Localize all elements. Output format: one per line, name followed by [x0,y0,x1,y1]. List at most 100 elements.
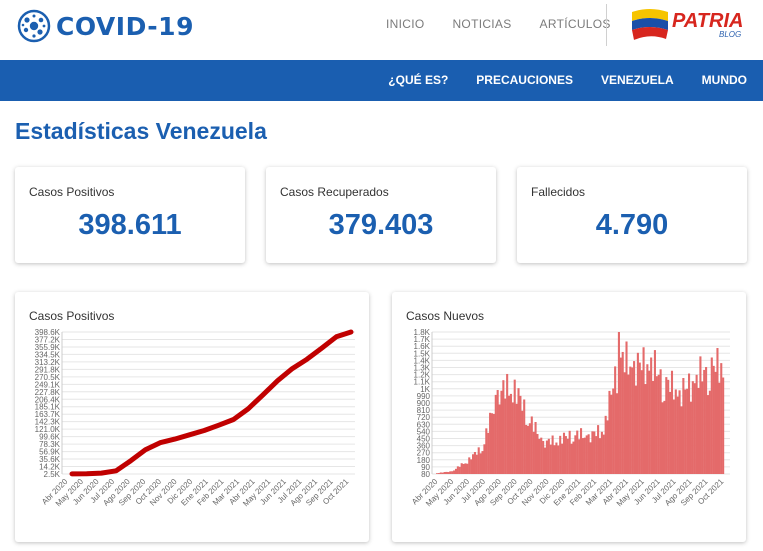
new-cases-bar [676,396,679,474]
new-cases-bar [718,382,721,474]
section-nav: ¿QUÉ ES? PRECAUCIONES VENEZUELA MUNDO [388,73,747,87]
new-cases-bar [634,385,638,474]
y-tick-label: 1.8K [414,328,431,337]
new-cases-bar [449,471,452,474]
y-tick-label: 810 [417,406,431,415]
logo-text: COVID-19 [56,11,194,41]
new-cases-bar [581,438,584,474]
new-cases-bar [633,361,636,474]
y-tick-label: 80 [421,470,430,479]
stat-label: Casos Positivos [29,185,115,199]
y-tick-label: 206.4K [35,395,61,404]
new-cases-bar [682,378,685,474]
new-cases-bar [437,473,440,474]
new-cases-bar [589,442,592,474]
new-cases-bar [720,363,723,474]
new-cases-bar [466,463,469,474]
new-cases-bar [498,404,501,474]
new-cases-bar [689,401,692,474]
new-cases-bar [483,444,486,474]
new-cases-bar [513,379,516,474]
new-cases-bar [576,430,579,474]
new-cases-bar [619,357,622,474]
new-cases-bar [521,410,524,474]
new-cases-bar [568,430,571,474]
new-cases-bar [458,466,461,474]
new-cases-bar [674,389,677,474]
chart-card-nuevos: Casos Nuevos 1.8K 1.7K 1.6K 1.5K 1.4K 1.3K 1.2… [392,292,746,542]
new-cases-bar [655,376,658,474]
y-tick-label: 270.5K [35,373,61,382]
new-cases-bar [578,439,581,474]
new-cases-bar [530,416,533,474]
new-cases-bar [612,388,615,474]
new-cases-bar [600,431,603,474]
new-cases-bar [464,463,467,474]
new-cases-bar [669,391,672,474]
nav-venezuela[interactable]: VENEZUELA [600,73,674,87]
new-cases-bar [475,454,478,474]
new-cases-bar [549,444,552,474]
new-cases-bar [701,381,704,474]
y-tick-label: 1.3K [414,364,431,373]
new-cases-bar [479,453,482,474]
y-tick-label: 1.5K [414,349,431,358]
new-cases-bar [472,454,475,474]
new-cases-bar [591,431,594,474]
new-cases-bar [665,377,668,474]
new-cases-bar [536,433,539,474]
new-cases-bar [447,472,450,474]
y-tick-label: 291.8K [35,365,61,374]
y-tick-label: 360 [417,442,431,451]
stat-value: 4.790 [595,209,669,241]
stat-card-positivos: Casos Positivos 398.611 [15,167,245,263]
new-cases-bar [439,472,442,474]
patria-blog-logo[interactable]: PATRIA BLOG [630,6,743,49]
new-cases-bar [551,435,554,474]
section-nav-bar: ¿QUÉ ES? PRECAUCIONES VENEZUELA MUNDO [0,60,763,101]
nav-articulos[interactable]: ARTÍCULOS [539,17,611,31]
nav-mundo[interactable]: MUNDO [701,73,747,87]
new-cases-bar [695,374,698,474]
covid-logo[interactable]: COVID-19 [16,8,194,44]
y-tick-label: 1.4K [414,356,431,365]
y-tick-label: 1.7K [414,335,431,344]
new-cases-bar [454,468,458,474]
y-tick-label: 99.6K [39,433,61,442]
new-cases-bar [485,428,488,474]
y-tick-label: 90 [421,463,430,472]
new-cases-bar [453,470,456,474]
y-tick-label: 180 [417,456,431,465]
nav-noticias[interactable]: NOTICIAS [452,17,512,31]
new-cases-bar [708,390,711,474]
new-cases-bar [714,371,717,474]
virus-icon [17,9,51,43]
new-cases-bar [705,367,708,474]
new-cases-bar [456,466,459,474]
new-cases-bar [570,443,573,474]
new-cases-bar [561,443,564,474]
new-cases-bar [602,434,605,474]
stat-label: Fallecidos [531,185,586,199]
new-cases-chart: 1.8K1.7K1.6K1.5K1.4K1.3K1.2K1.1K1K990900… [410,328,730,508]
chart-card-positivos: Casos Positivos 398.6K 377.2K 355.9K 334.5K… [15,292,369,542]
new-cases-bar [593,431,596,474]
new-cases-bar [699,356,702,474]
new-cases-bar [492,413,495,474]
nav-que-es[interactable]: ¿QUÉ ES? [388,73,449,87]
y-tick-label: 163.7K [35,410,61,419]
positive-cases-chart: 398.6K377.2K355.9K334.5K313.2K291.8K270.… [35,328,355,508]
new-cases-bar [566,438,569,474]
nav-inicio[interactable]: INICIO [386,17,425,31]
new-cases-bar [583,437,586,474]
nav-precauciones[interactable]: PRECAUCIONES [476,73,573,87]
new-cases-bar [697,387,700,474]
new-cases-bar [629,366,632,474]
new-cases-bar [473,451,476,474]
new-cases-bar [540,437,543,474]
new-cases-bar [642,347,645,474]
new-cases-bar [627,374,630,474]
new-cases-bar [504,398,507,474]
new-cases-bar [686,388,689,474]
new-cases-bar [525,424,528,474]
